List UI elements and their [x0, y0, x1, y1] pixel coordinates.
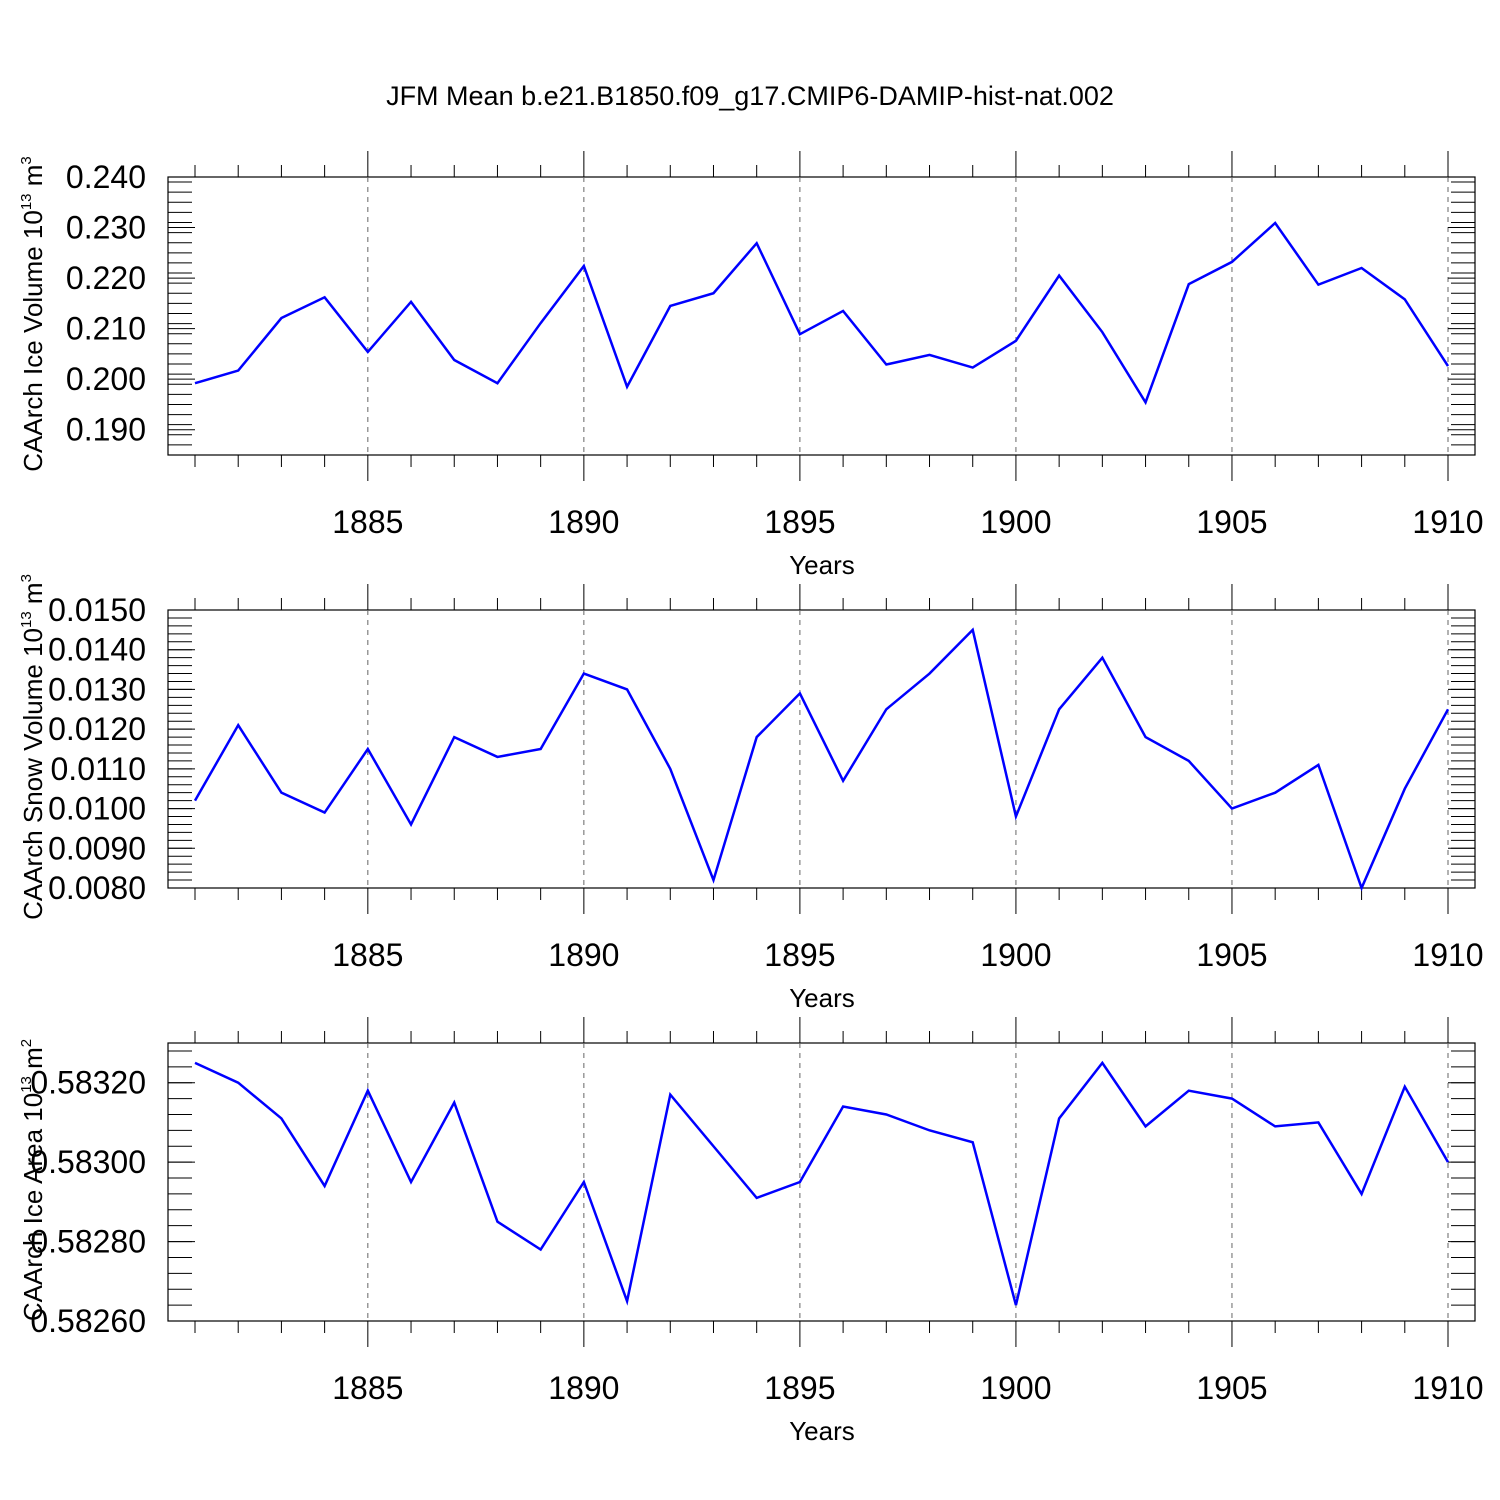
y-tick-label: 0.240 [66, 159, 146, 195]
series-line-ice-area [194, 1060, 1450, 1306]
y-tick-label: 0.58280 [30, 1224, 146, 1260]
panels: 1885 1890 1895 1900 1905 1910 Years 0.190 0.200 0… [18, 151, 1484, 1446]
panel-ice-area: 1885 1890 1895 1900 1905 1910 Years 0.58260 0.58… [18, 1017, 1484, 1446]
x-axis-title: Years [789, 1416, 855, 1446]
y-tick-label: 0.58260 [30, 1303, 146, 1339]
y-tick-label: 0.0080 [48, 870, 146, 906]
y-axis-title: CAArch Ice Area 1013 m2 [18, 1039, 48, 1321]
x-tick-label: 1905 [1196, 937, 1267, 973]
x-tick-label: 1910 [1412, 937, 1483, 973]
y-tick-label: 0.0130 [48, 671, 146, 707]
y-tick-label: 0.190 [66, 412, 146, 448]
y-axis-title: CAArch Ice Volume 1013 m3 [18, 156, 48, 472]
plot-frame [167, 609, 1476, 889]
series-line-ice-volume [194, 221, 1450, 406]
x-axis-title: Years [789, 550, 855, 580]
chart-title: JFM Mean b.e21.B1850.f09_g17.CMIP6-DAMIP… [386, 81, 1114, 111]
x-tick-label: 1900 [980, 504, 1051, 540]
y-tick-label: 0.0150 [48, 592, 146, 628]
x-tick-label: 1885 [332, 504, 403, 540]
y-tick-label: 0.58320 [30, 1065, 146, 1101]
x-tick-label: 1895 [764, 504, 835, 540]
x-tick-label: 1895 [764, 937, 835, 973]
y-tick-label: 0.200 [66, 361, 146, 397]
plot-frame [167, 1042, 1476, 1322]
y-tick-label: 0.210 [66, 311, 146, 347]
x-tick-label: 1885 [332, 1370, 403, 1406]
y-tick-label: 0.0120 [48, 711, 146, 747]
x-tick-label: 1900 [980, 937, 1051, 973]
x-tick-label: 1895 [764, 1370, 835, 1406]
panel-ice-volume: 1885 1890 1895 1900 1905 1910 Years 0.190 0.200 0… [18, 151, 1484, 580]
x-tick-label: 1890 [548, 937, 619, 973]
x-tick-label: 1885 [332, 937, 403, 973]
x-tick-label: 1905 [1196, 504, 1267, 540]
x-axis-title: Years [789, 983, 855, 1013]
y-tick-label: 0.230 [66, 210, 146, 246]
y-tick-label: 0.58300 [30, 1144, 146, 1180]
y-axis-title: CAArch Snow Volume 1013 m3 [18, 574, 48, 920]
plot-frame [167, 176, 1476, 456]
x-tick-label: 1910 [1412, 504, 1483, 540]
x-tick-label: 1890 [548, 1370, 619, 1406]
y-tick-label: 0.0110 [51, 751, 147, 787]
y-tick-label: 0.0100 [48, 791, 146, 827]
y-tick-label: 0.0140 [48, 632, 146, 668]
y-tick-label: 0.0090 [48, 830, 146, 866]
x-tick-label: 1900 [980, 1370, 1051, 1406]
x-tick-label: 1910 [1412, 1370, 1483, 1406]
series-line-snow-volume [193, 627, 1450, 892]
x-tick-label: 1905 [1196, 1370, 1267, 1406]
y-tick-label: 0.220 [66, 260, 146, 296]
panel-snow-volume: 1885 1890 1895 1900 1905 1910 Years 0.0080 0.009… [18, 574, 1484, 1013]
x-tick-label: 1890 [548, 504, 619, 540]
